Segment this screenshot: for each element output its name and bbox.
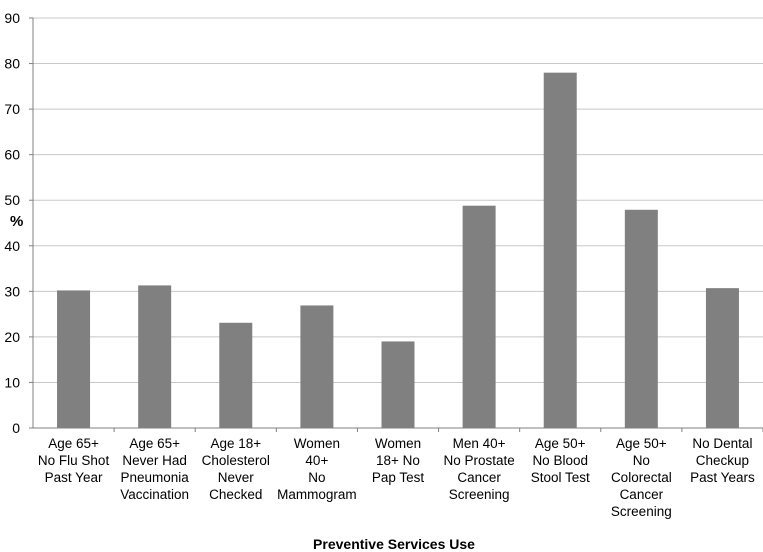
x-category-label: 40+ [305,453,328,468]
x-category-label: Age 65+ [129,436,180,451]
x-category-label: Women [375,436,421,451]
x-category-label: Age 18+ [210,436,261,451]
x-category-label: Age 65+ [48,436,99,451]
y-tick-label: 50 [4,192,20,208]
y-tick-label: 20 [4,329,20,345]
y-tick-label: 80 [4,56,20,72]
bar [462,205,496,428]
bar [624,209,658,428]
x-category-label: Checked [209,487,262,502]
x-category-label: 18+ No [376,453,420,468]
x-category-label: Past Year [45,470,103,485]
y-tick-label: 40 [4,238,20,254]
bar [219,322,253,428]
y-tick-label: 60 [4,147,20,163]
x-category-label: Pneumonia [121,470,190,485]
x-category-label: No [633,453,650,468]
x-category-label: Mammogram [277,487,357,502]
x-category-label: Pap Test [372,470,425,485]
y-tick-label: 30 [4,283,20,299]
x-category-label: Age 50+ [616,436,667,451]
x-category-label: Screening [611,504,672,519]
x-category-label: No Prostate [443,453,514,468]
bars [57,72,739,429]
x-category-label: Past Years [690,470,755,485]
y-axis-label: % [10,213,23,230]
x-category-label: Never Had [122,453,187,468]
x-category-label: Women [294,436,340,451]
axes [29,17,763,432]
x-category-label: Cancer [457,470,501,485]
y-tick-label: 90 [4,10,20,26]
x-category-label: Men 40+ [453,436,506,451]
x-category-labels: Age 65+ No Flu Shot Past Year Age 65+ Never … [38,436,755,519]
x-category-label: Stool Test [531,470,590,485]
bar [381,341,415,428]
x-category-label: Never [218,470,255,485]
y-tick-label: 0 [12,420,20,436]
x-axis-label: Preventive Services Use [313,536,475,552]
x-category-label: Vaccination [120,487,189,502]
y-tick-label: 10 [4,374,20,390]
x-category-label: No Dental [692,436,752,451]
bar [300,305,334,428]
x-category-label: No Flu Shot [38,453,110,468]
y-tick-labels: 0 10 20 30 40 50 60 70 80 90 [4,10,20,436]
x-category-label: No [308,470,325,485]
bar [138,285,172,428]
bar [57,290,91,428]
x-category-label: Colorectal [611,470,672,485]
bar [705,288,739,428]
x-category-label: Screening [449,487,510,502]
x-category-label: Cancer [620,487,664,502]
x-category-label: Cholesterol [202,453,270,468]
x-category-label: No Blood [532,453,588,468]
bar [543,72,577,429]
x-category-label: Checkup [696,453,749,468]
y-tick-label: 70 [4,101,20,117]
x-category-label: Age 50+ [535,436,586,451]
